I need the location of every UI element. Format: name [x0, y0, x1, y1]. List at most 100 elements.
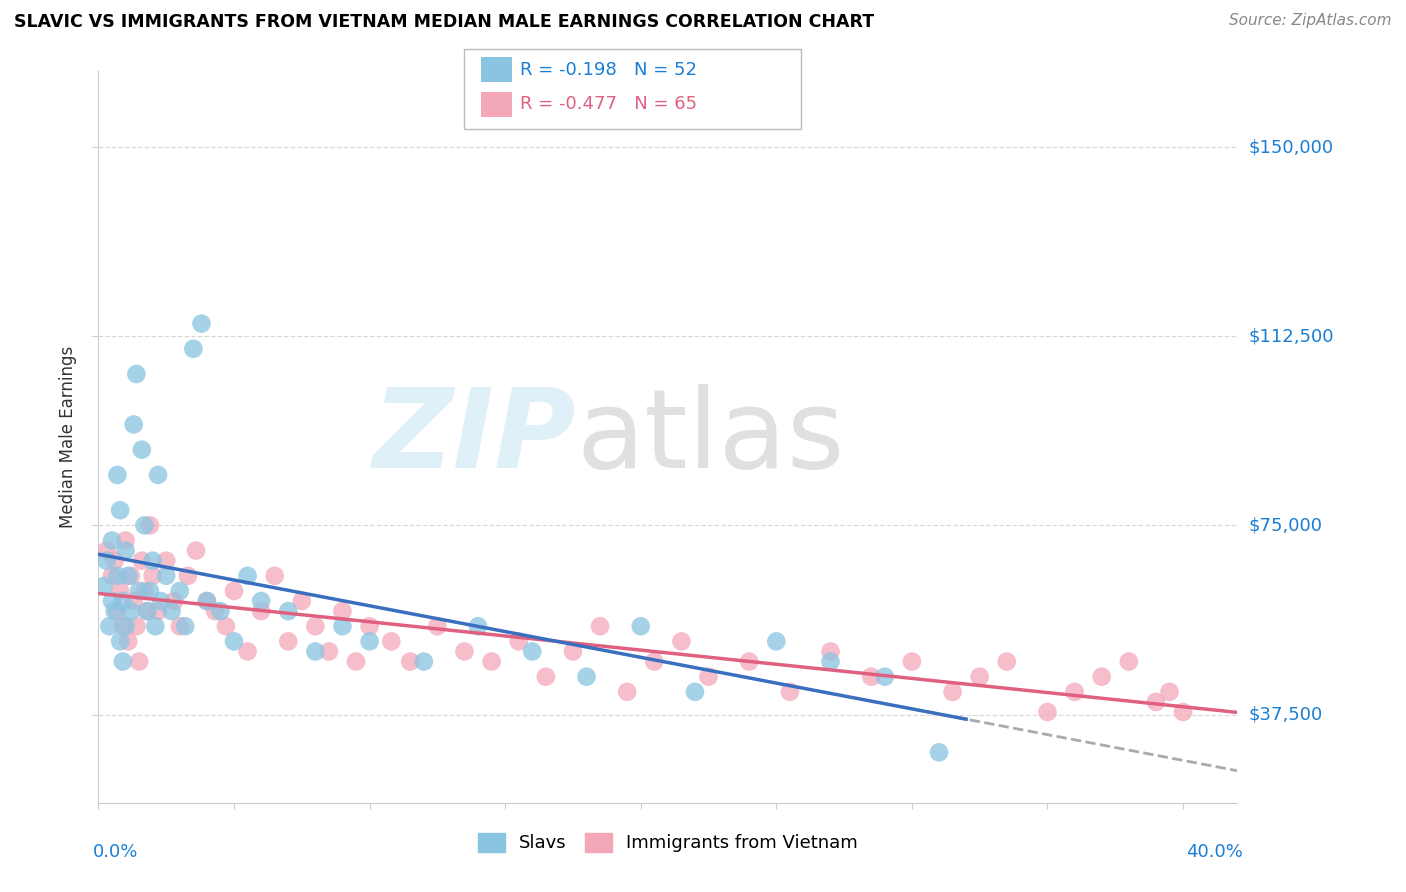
Point — [111, 655, 134, 669]
Point — [995, 655, 1018, 669]
Point — [125, 619, 148, 633]
Point — [380, 634, 402, 648]
Point — [98, 619, 121, 633]
Point — [942, 685, 965, 699]
Point — [209, 604, 232, 618]
Point — [169, 583, 191, 598]
Point — [108, 634, 131, 648]
Point — [589, 619, 612, 633]
Point — [291, 594, 314, 608]
Text: R = -0.198   N = 52: R = -0.198 N = 52 — [520, 61, 697, 78]
Point — [250, 604, 273, 618]
Point — [125, 367, 148, 381]
Point — [304, 619, 326, 633]
Point — [1171, 705, 1194, 719]
Point — [139, 583, 162, 598]
Text: R = -0.477   N = 65: R = -0.477 N = 65 — [520, 95, 697, 113]
Point — [120, 569, 142, 583]
Point — [120, 604, 142, 618]
Point — [671, 634, 693, 648]
Point — [250, 594, 273, 608]
Point — [107, 569, 129, 583]
Point — [107, 467, 129, 482]
Point — [177, 569, 200, 583]
Point — [426, 619, 449, 633]
Point — [412, 655, 434, 669]
Text: 40.0%: 40.0% — [1187, 843, 1243, 861]
Point — [304, 644, 326, 658]
Point — [453, 644, 475, 658]
Point — [616, 685, 638, 699]
Point — [575, 670, 598, 684]
Point — [145, 619, 167, 633]
Point — [204, 604, 226, 618]
Point — [901, 655, 924, 669]
Point — [481, 655, 503, 669]
Point — [820, 644, 842, 658]
Point — [399, 655, 422, 669]
Point — [359, 619, 381, 633]
Point — [344, 655, 367, 669]
Point — [101, 569, 124, 583]
Point — [101, 594, 124, 608]
Point — [263, 569, 285, 583]
Point — [146, 467, 169, 482]
Point — [1118, 655, 1140, 669]
Point — [277, 604, 299, 618]
Text: $112,500: $112,500 — [1249, 327, 1334, 345]
Point — [142, 569, 165, 583]
Point — [114, 533, 136, 548]
Text: $75,000: $75,000 — [1249, 516, 1323, 534]
Point — [155, 554, 177, 568]
Point — [643, 655, 665, 669]
Point — [104, 554, 127, 568]
Point — [139, 518, 162, 533]
Text: 0.0%: 0.0% — [93, 843, 138, 861]
Point — [332, 604, 354, 618]
Point — [111, 619, 134, 633]
Legend: Slavs, Immigrants from Vietnam: Slavs, Immigrants from Vietnam — [471, 826, 865, 860]
Text: $150,000: $150,000 — [1249, 138, 1333, 156]
Point — [215, 619, 238, 633]
Point — [738, 655, 761, 669]
Point — [222, 634, 245, 648]
Point — [1091, 670, 1114, 684]
Point — [131, 554, 153, 568]
Point — [318, 644, 340, 658]
Point — [96, 554, 118, 568]
Point — [508, 634, 530, 648]
Point — [236, 569, 259, 583]
Point — [122, 594, 145, 608]
Point — [146, 604, 169, 618]
Point — [630, 619, 652, 633]
Point — [149, 594, 172, 608]
Point — [122, 417, 145, 432]
Point — [96, 543, 118, 558]
Point — [104, 604, 127, 618]
Point — [136, 604, 159, 618]
Point — [136, 604, 159, 618]
Y-axis label: Median Male Earnings: Median Male Earnings — [59, 346, 77, 528]
Point — [169, 619, 191, 633]
Point — [163, 594, 186, 608]
Point — [114, 543, 136, 558]
Point — [522, 644, 544, 658]
Point — [195, 594, 218, 608]
Point — [114, 619, 136, 633]
Point — [467, 619, 489, 633]
Point — [134, 583, 156, 598]
Point — [534, 670, 557, 684]
Text: SLAVIC VS IMMIGRANTS FROM VIETNAM MEDIAN MALE EARNINGS CORRELATION CHART: SLAVIC VS IMMIGRANTS FROM VIETNAM MEDIAN… — [14, 13, 875, 31]
Point — [332, 619, 354, 633]
Point — [928, 745, 950, 759]
Point — [183, 342, 205, 356]
Point — [683, 685, 706, 699]
Text: atlas: atlas — [576, 384, 845, 491]
Point — [184, 543, 207, 558]
Point — [697, 670, 720, 684]
Point — [117, 569, 139, 583]
Point — [128, 655, 150, 669]
Point — [359, 634, 381, 648]
Text: ZIP: ZIP — [373, 384, 576, 491]
Point — [236, 644, 259, 658]
